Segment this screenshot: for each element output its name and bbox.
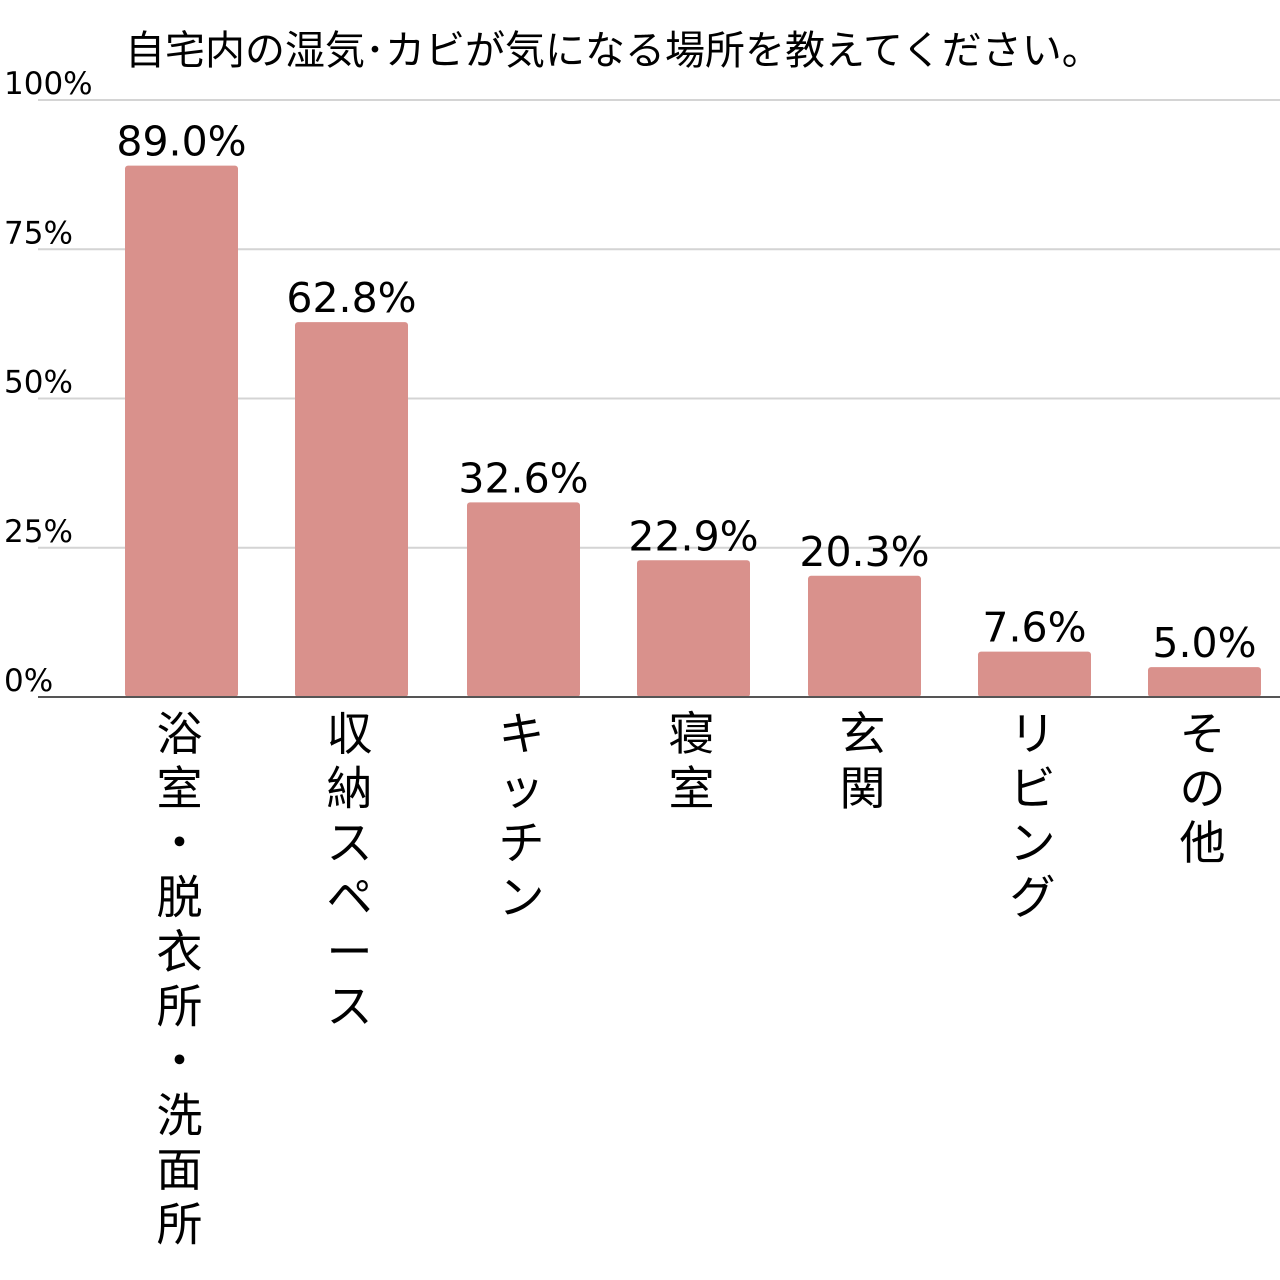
category-label-char: 納: [327, 762, 373, 816]
y-tick-label: 0%: [4, 663, 53, 699]
bar: [295, 322, 408, 697]
category-label-char: の: [1180, 762, 1226, 816]
y-tick-label: 25%: [4, 514, 73, 550]
category-label-char: ・: [157, 1034, 203, 1088]
category-label-char: 関: [840, 762, 886, 816]
data-label: 89.0%: [116, 118, 246, 166]
category-label-char: グ: [1010, 871, 1056, 925]
category-label: 寝室: [669, 707, 715, 816]
category-label-char: 玄: [840, 707, 886, 761]
category-label: 収納スペース: [327, 707, 373, 1034]
category-label-char: 室: [669, 762, 715, 816]
category-label: その他: [1180, 707, 1226, 870]
category-label-char: ン: [1010, 816, 1056, 870]
category-label-char: ン: [499, 871, 545, 925]
category-label-char: 収: [327, 707, 373, 761]
category-label: 玄関: [840, 707, 886, 816]
category-label-char: ・: [157, 816, 203, 870]
category-label-char: 面: [157, 1143, 203, 1197]
category-label-char: ー: [327, 925, 373, 979]
bar: [125, 166, 238, 697]
category-label-char: ビ: [1010, 762, 1056, 816]
category-label-char: 衣: [157, 925, 203, 979]
category-label-char: 浴: [157, 707, 203, 761]
category-label-char: ス: [327, 816, 373, 870]
data-label: 62.8%: [286, 274, 416, 322]
category-label-char: キ: [499, 707, 545, 761]
bar: [1148, 667, 1261, 697]
bar: [467, 502, 580, 697]
bar: [808, 576, 921, 697]
category-label-char: リ: [1010, 707, 1056, 761]
data-label: 5.0%: [1152, 619, 1256, 667]
category-label-char: 脱: [157, 871, 203, 925]
category-label-char: ッ: [499, 762, 545, 816]
bar: [978, 652, 1091, 697]
bar: [637, 560, 750, 697]
category-label-char: 室: [157, 762, 203, 816]
category-label-char: ペ: [327, 871, 373, 925]
category-label: 浴室・脱衣所・洗面所: [157, 707, 203, 1252]
category-label-char: チ: [499, 816, 545, 870]
category-label-char: 寝: [669, 707, 715, 761]
y-tick-label: 100%: [4, 66, 93, 102]
category-label-char: ス: [327, 980, 373, 1034]
category-label-char: 他: [1180, 816, 1226, 870]
category-label-char: 洗: [157, 1089, 203, 1143]
category-label: リビング: [1010, 707, 1056, 925]
category-label: キッチン: [499, 707, 545, 925]
data-label: 32.6%: [458, 454, 588, 502]
y-tick-label: 75%: [4, 215, 73, 251]
category-label-char: 所: [157, 1198, 203, 1252]
y-tick-label: 50%: [4, 365, 73, 401]
chart-title: 自宅内の湿気･カビが気になる場所を教えてください。: [125, 28, 1102, 74]
data-label: 20.3%: [799, 528, 929, 576]
data-label: 7.6%: [982, 604, 1086, 652]
data-label: 22.9%: [628, 512, 758, 560]
category-label-char: そ: [1180, 707, 1226, 761]
y-axis-tick-labels: 0% 25% 50% 75% 100%: [4, 66, 93, 699]
category-label-char: 所: [157, 980, 203, 1034]
bars: [125, 166, 1261, 697]
